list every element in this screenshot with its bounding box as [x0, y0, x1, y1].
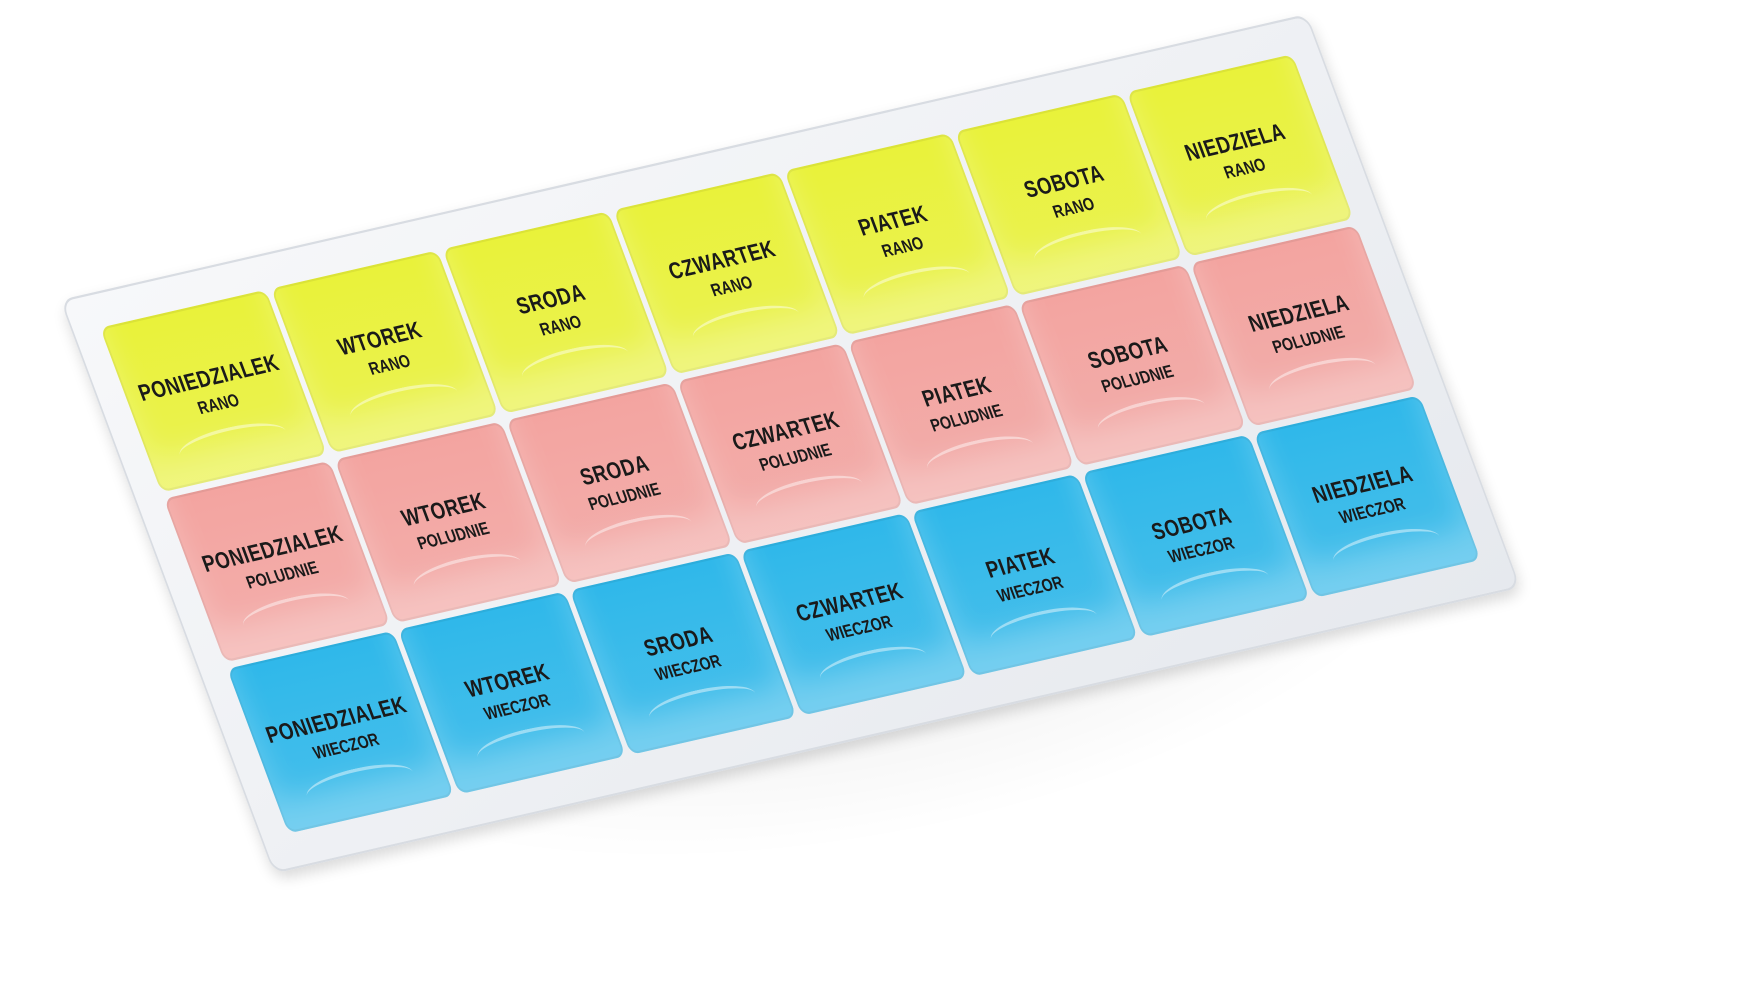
time-label: RANO: [708, 273, 756, 302]
day-label: SOBOTA: [1020, 161, 1108, 204]
time-label: RANO: [366, 352, 414, 380]
day-label: WTOREK: [334, 317, 426, 361]
time-label: RANO: [537, 313, 585, 341]
time-label: RANO: [1050, 195, 1098, 223]
day-label: NIEDZIELA: [1181, 119, 1290, 167]
time-label: RANO: [879, 234, 927, 262]
time-label: RANO: [195, 391, 243, 419]
time-label: RANO: [1221, 156, 1269, 184]
